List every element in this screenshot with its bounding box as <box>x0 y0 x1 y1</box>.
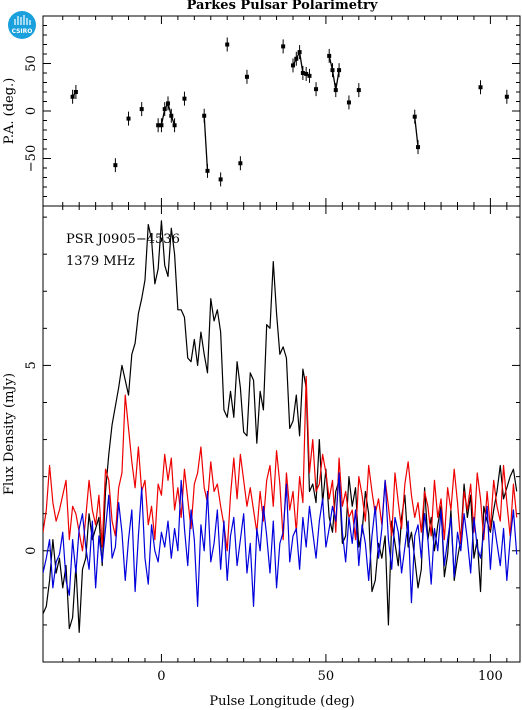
pa-point <box>244 74 249 79</box>
position-angle-data <box>70 37 509 187</box>
linear-polarization-line <box>43 375 518 552</box>
pa-point <box>304 71 309 76</box>
x-axis-label: Pulse Longitude (deg) <box>209 694 354 709</box>
pa-point <box>169 113 174 118</box>
pa-point <box>126 116 131 121</box>
pa-point <box>291 63 296 68</box>
circular-polarization-line <box>43 472 518 607</box>
pa-point <box>504 94 509 99</box>
pa-point <box>113 163 118 168</box>
pa-point <box>333 88 338 93</box>
pa-point <box>327 53 332 58</box>
pa-point <box>139 107 144 112</box>
position-angle-ticks: −50 0 50 <box>24 16 520 206</box>
pa-tick-label: 0 <box>24 107 39 115</box>
flux-axis-label: Flux Density (mJy) <box>2 373 17 495</box>
pa-point <box>182 96 187 101</box>
flux-density-data <box>43 220 518 633</box>
total-intensity-line <box>43 220 518 633</box>
pa-point <box>166 101 171 106</box>
pa-point <box>356 88 361 93</box>
csiro-logo-text: CSIRO <box>12 28 33 35</box>
pa-tick-label: −50 <box>24 145 39 172</box>
pa-point <box>218 177 223 182</box>
pa-point <box>159 123 164 128</box>
pa-point <box>202 113 207 118</box>
x-tick-label: 0 <box>157 669 165 684</box>
pa-point <box>337 68 342 73</box>
pa-point <box>281 44 286 49</box>
pa-point <box>307 73 312 78</box>
flux-tick-label: 5 <box>24 361 39 369</box>
pa-point <box>416 145 421 150</box>
flux-density-panel: 0 50 100 0 5 PSR J0905−4536 1379 MHz Flux De… <box>2 205 521 709</box>
x-tick-label: 100 <box>478 669 503 684</box>
pa-point <box>238 161 243 166</box>
pa-axis-label: P.A. (deg.) <box>2 78 17 145</box>
pa-point <box>156 123 161 128</box>
pa-connector-line <box>328 55 340 91</box>
csiro-logo-bars <box>14 15 31 25</box>
flux-density-ticks: 0 50 100 0 5 <box>24 206 520 684</box>
pa-point <box>297 50 302 55</box>
pa-point <box>412 114 417 119</box>
pa-point <box>330 68 335 73</box>
pa-point <box>225 42 230 47</box>
csiro-logo-icon: CSIRO <box>8 11 36 39</box>
pa-point <box>314 87 319 92</box>
pa-point <box>172 123 177 128</box>
pa-point <box>300 71 305 75</box>
x-tick-label: 50 <box>318 669 335 684</box>
pa-point <box>73 90 78 94</box>
position-angle-panel: −50 0 50 P.A. (deg.) <box>2 15 521 207</box>
pa-point <box>162 107 167 112</box>
pa-connector-line <box>203 115 209 171</box>
pulsar-name-annotation: PSR J0905−4536 <box>66 232 180 247</box>
pa-connector-line <box>414 116 419 148</box>
flux-density-frame <box>42 205 521 663</box>
chart-title: Parkes Pulsar Polarimetry <box>187 0 378 13</box>
frequency-annotation: 1379 MHz <box>66 254 135 269</box>
pa-point <box>294 56 299 61</box>
pa-point <box>478 85 483 90</box>
flux-tick-label: 0 <box>24 547 39 555</box>
pa-point <box>205 168 210 173</box>
pa-tick-label: 50 <box>24 55 39 72</box>
csiro-logo-disc <box>8 11 36 39</box>
pa-point <box>70 94 75 99</box>
pa-point <box>346 100 351 105</box>
